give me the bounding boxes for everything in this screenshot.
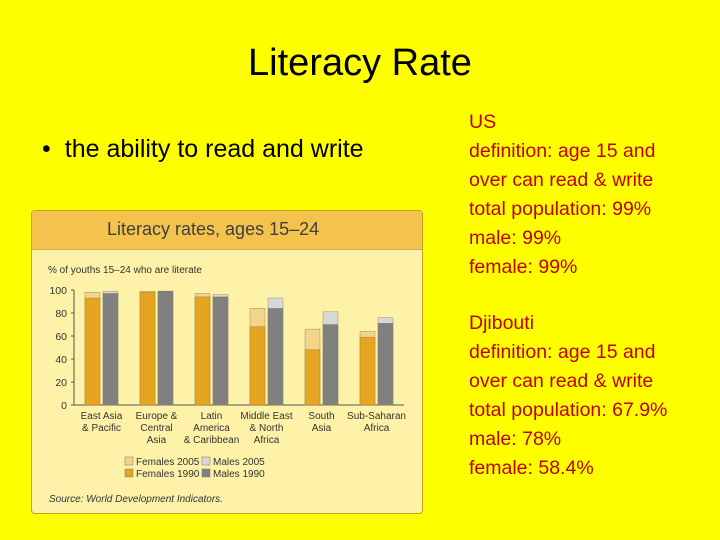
chart-figure: Literacy rates, ages 15–24 % of youths 1… [31, 210, 423, 514]
chart-title: Literacy rates, ages 15–24 [107, 219, 320, 239]
bar-females-1990 [194, 296, 211, 406]
y-tick-label: 20 [55, 377, 67, 389]
bar-females-1990 [84, 297, 101, 406]
x-tick-label: Europe & [136, 411, 178, 422]
chart-subtitle: % of youths 15–24 who are literate [48, 265, 202, 276]
djibouti-definition-cont: over can read & write [469, 370, 654, 392]
bar-females-1990 [139, 292, 156, 406]
bullet-dot-icon: • [42, 135, 51, 163]
bar-females-1990 [304, 349, 321, 406]
bar-males-1990 [102, 293, 119, 406]
bar-males-1990 [322, 324, 339, 406]
x-tick-label: Sub-Saharan [347, 411, 406, 422]
y-tick-label: 100 [49, 285, 67, 297]
x-tick-label: South [308, 411, 334, 422]
x-tick-label: Central [140, 423, 172, 434]
djibouti-male: male: 78% [469, 428, 562, 450]
bar-males-1990 [157, 290, 174, 406]
x-tick-label: Middle East [240, 411, 292, 422]
x-tick-label: America [193, 423, 230, 434]
djibouti-definition: definition: age 15 and [469, 341, 656, 363]
legend-swatch [201, 468, 211, 478]
bar-females-1990 [249, 326, 266, 406]
legend-swatch [201, 456, 211, 466]
x-tick-label: East Asia [81, 411, 123, 422]
x-tick-label: Africa [254, 435, 280, 446]
us-male: male: 99% [469, 227, 562, 249]
legend-label: Males 1990 [213, 469, 265, 480]
us-definition-cont: over can read & write [469, 169, 654, 191]
us-female: female: 99% [469, 256, 578, 278]
us-info: US definition: age 15 and over can read … [469, 108, 656, 282]
x-tick-label: & Caribbean [184, 435, 240, 446]
legend-label: Females 1990 [136, 469, 200, 480]
x-tick-label: Asia [312, 423, 332, 434]
y-tick-label: 40 [55, 354, 67, 366]
y-tick-label: 0 [61, 400, 67, 412]
djibouti-female: female: 58.4% [469, 457, 594, 479]
djibouti-total: total population: 67.9% [469, 399, 668, 421]
x-tick-label: Latin [201, 411, 223, 422]
bullet-text: the ability to read and write [64, 135, 364, 163]
bar-males-1990 [212, 296, 229, 406]
x-tick-label: & North [250, 423, 284, 434]
us-name: US [469, 111, 497, 133]
bar-males-1990 [377, 323, 394, 406]
x-tick-label: Africa [364, 423, 390, 434]
legend-label: Males 2005 [213, 457, 265, 468]
legend-swatch [124, 468, 134, 478]
slide-title: Literacy Rate [248, 42, 472, 84]
x-tick-label: & Pacific [82, 423, 121, 434]
x-tick-label: Asia [147, 435, 167, 446]
bar-males-1990 [267, 308, 284, 406]
chart-source: Source: World Development Indicators. [49, 494, 223, 505]
legend-label: Females 2005 [136, 457, 200, 468]
us-definition: definition: age 15 and [469, 140, 656, 162]
y-tick-label: 80 [55, 308, 67, 320]
us-total: total population: 99% [469, 198, 652, 220]
y-tick-label: 60 [55, 331, 67, 343]
djibouti-name: Djibouti [469, 312, 535, 334]
chart-header [32, 211, 422, 250]
bar-females-1990 [359, 336, 376, 406]
bullet-item: • the ability to read and write [42, 135, 364, 164]
legend-swatch [124, 456, 134, 466]
djibouti-info: Djibouti definition: age 15 and over can… [469, 309, 667, 483]
bar-chart: 0 20 40 60 80 100 East Asia& Pacific Europe &Ce… [49, 285, 406, 480]
